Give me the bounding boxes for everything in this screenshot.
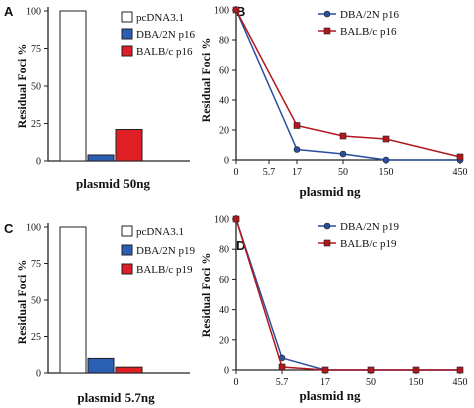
legend-swatch	[121, 225, 133, 237]
x-tick-label: 50	[338, 167, 348, 178]
data-point	[293, 146, 301, 153]
x-tick-label: 150	[379, 167, 394, 178]
data-point	[293, 122, 301, 129]
data-point	[278, 363, 286, 371]
legend-entry: pcDNA3.1	[136, 12, 184, 24]
legend-entry: BALB/c p19	[136, 264, 193, 276]
panel-letter-A: A	[4, 4, 14, 19]
x-tick-label: 450	[453, 167, 468, 178]
data-point	[367, 366, 375, 374]
y-tick-label: 25	[31, 119, 41, 130]
legend-swatch	[121, 11, 133, 23]
y-tick-label: 0	[36, 369, 41, 380]
legend-entry: DBA/2N p19	[340, 221, 399, 233]
y-tick-label: 80	[219, 36, 229, 47]
legend-swatch	[121, 45, 133, 57]
data-point	[232, 215, 240, 223]
legend-marker	[323, 239, 331, 247]
y-tick-label: 0	[36, 157, 41, 168]
x-tick-label: 150	[409, 377, 424, 388]
y-axis-label: Residual Foci %	[199, 253, 213, 338]
bar-dba-2n-p19	[87, 357, 115, 374]
legend-swatch	[121, 244, 133, 256]
legend-marker	[323, 27, 331, 35]
bar-balb-c-p16	[115, 129, 143, 162]
y-tick-label: 25	[31, 332, 41, 343]
legend-marker	[323, 10, 331, 18]
x-tick-label: 0	[234, 167, 239, 178]
x-tick-label: 5.7	[276, 377, 289, 388]
y-tick-label: 20	[219, 335, 229, 346]
y-axis-label: Residual Foci %	[15, 44, 29, 129]
data-point	[339, 150, 347, 158]
x-tick-label: 17	[292, 167, 302, 178]
panel-letter-D: D	[236, 238, 245, 253]
panel-letter-C: C	[4, 221, 14, 236]
data-point	[412, 366, 420, 374]
legend-entry: DBA/2N p16	[136, 29, 195, 41]
legend-entry: DBA/2N p19	[136, 245, 195, 257]
y-tick-label: 50	[31, 296, 41, 307]
y-tick-label: 0	[224, 156, 229, 167]
data-point	[456, 366, 464, 374]
bar-dba-2n-p16	[87, 154, 115, 162]
legend-entry: pcDNA3.1	[136, 226, 184, 238]
y-tick-label: 100	[214, 6, 229, 17]
y-tick-label: 75	[31, 259, 41, 270]
y-axis-label: Residual Foci %	[199, 38, 213, 123]
data-point	[456, 153, 464, 161]
x-tick-label: 450	[453, 377, 468, 388]
legend-entry: BALB/c p16	[136, 46, 193, 58]
data-point	[382, 135, 390, 143]
legend-entry: BALB/c p16	[340, 26, 397, 38]
y-tick-label: 40	[219, 96, 229, 107]
y-tick-label: 20	[219, 126, 229, 137]
legend-swatch	[121, 28, 133, 40]
panel-letter-B: B	[236, 4, 245, 19]
x-axis-label: plasmid 50ng	[76, 176, 151, 191]
x-tick-label: 50	[366, 377, 376, 388]
bar-pcdna3-1	[59, 10, 87, 162]
x-tick-label: 5.7	[263, 167, 276, 178]
legend-entry: DBA/2N p16	[340, 9, 399, 21]
legend-entry: BALB/c p19	[340, 238, 397, 250]
data-point	[321, 366, 329, 374]
series-line-balb-c-p19	[235, 218, 460, 371]
y-tick-label: 40	[219, 305, 229, 316]
x-axis-label: plasmid 5.7ng	[77, 390, 155, 405]
y-tick-label: 80	[219, 245, 229, 256]
x-axis-label: plasmid ng	[299, 184, 361, 199]
legend-marker	[323, 222, 331, 230]
data-point	[232, 6, 240, 14]
y-tick-label: 60	[219, 66, 229, 77]
y-tick-label: 0	[224, 366, 229, 377]
x-tick-label: 17	[320, 377, 330, 388]
data-point	[382, 156, 390, 164]
x-tick-label: 0	[234, 377, 239, 388]
y-tick-label: 100	[214, 215, 229, 226]
bar-balb-c-p19	[115, 366, 143, 374]
y-tick-label: 50	[31, 82, 41, 93]
y-axis-label: Residual Foci %	[15, 260, 29, 345]
legend-swatch	[121, 263, 133, 275]
y-tick-label: 100	[26, 7, 41, 18]
data-point	[339, 132, 347, 140]
y-tick-label: 100	[26, 223, 41, 234]
y-tick-label: 60	[219, 275, 229, 286]
y-tick-label: 75	[31, 44, 41, 55]
x-axis-label: plasmid ng	[299, 388, 361, 403]
bar-pcdna3-1	[59, 226, 87, 374]
